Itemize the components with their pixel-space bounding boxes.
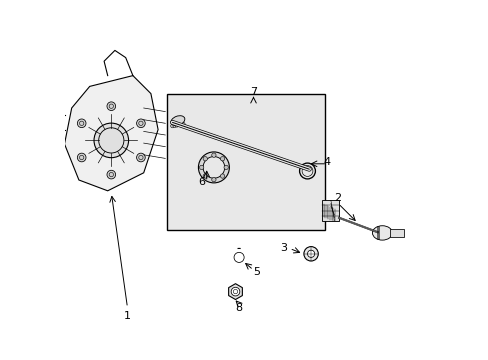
Circle shape (170, 124, 174, 128)
Ellipse shape (171, 116, 184, 126)
Bar (321, 200, 339, 221)
Circle shape (175, 123, 178, 127)
Text: 2: 2 (334, 193, 341, 203)
Polygon shape (228, 284, 242, 300)
Text: 8: 8 (235, 303, 242, 313)
Text: 3: 3 (280, 243, 287, 253)
Circle shape (77, 119, 86, 128)
Circle shape (179, 123, 183, 126)
Text: 1: 1 (124, 311, 131, 321)
Circle shape (220, 174, 224, 178)
Text: 4: 4 (323, 157, 330, 167)
Text: 7: 7 (249, 87, 257, 97)
Text: 6: 6 (197, 177, 204, 187)
Bar (167, 94, 325, 230)
Circle shape (94, 123, 128, 158)
Circle shape (199, 165, 203, 170)
Circle shape (307, 250, 314, 257)
Circle shape (177, 123, 181, 127)
Circle shape (224, 165, 228, 170)
Circle shape (211, 153, 216, 157)
Circle shape (107, 170, 115, 179)
Circle shape (203, 174, 207, 178)
Circle shape (181, 122, 185, 126)
Circle shape (303, 247, 318, 261)
Bar (43, 112, 52, 133)
Circle shape (198, 152, 229, 183)
Polygon shape (64, 76, 158, 191)
Circle shape (203, 157, 207, 161)
Ellipse shape (372, 226, 391, 240)
Circle shape (203, 157, 224, 178)
Bar (389, 229, 403, 237)
Text: 5: 5 (253, 267, 260, 277)
Circle shape (107, 102, 115, 111)
Circle shape (172, 124, 176, 127)
Circle shape (211, 177, 216, 182)
Circle shape (220, 157, 224, 161)
Circle shape (231, 287, 239, 296)
Circle shape (136, 119, 145, 128)
Circle shape (77, 153, 86, 162)
Circle shape (136, 153, 145, 162)
